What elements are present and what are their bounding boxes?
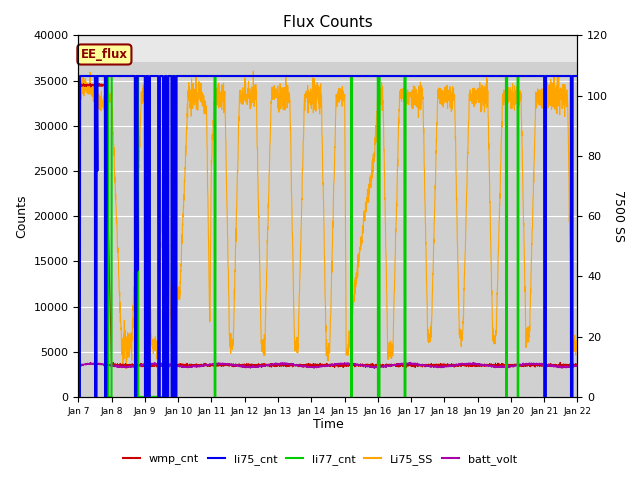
batt_volt — [511, 363, 518, 369]
li75_cnt — [76, 73, 84, 79]
Line: batt_volt: batt_volt — [79, 362, 577, 368]
li75_cnt — [132, 394, 140, 400]
wmp_cnt — [161, 363, 169, 369]
wmp_cnt — [564, 362, 572, 368]
X-axis label: Time: Time — [312, 419, 343, 432]
Line: li77_cnt: li77_cnt — [79, 76, 577, 397]
Line: Li75_SS: Li75_SS — [79, 71, 577, 368]
li77_cnt — [132, 73, 140, 79]
batt_volt — [573, 363, 581, 369]
wmp_cnt — [75, 82, 83, 87]
li77_cnt — [266, 73, 274, 79]
batt_volt — [564, 364, 572, 370]
Li75_SS — [75, 84, 83, 89]
Li75_SS — [573, 338, 581, 344]
li75_cnt — [266, 73, 274, 79]
Li75_SS — [266, 141, 274, 146]
batt_volt — [407, 360, 415, 365]
Legend: wmp_cnt, li75_cnt, li77_cnt, Li75_SS, batt_volt: wmp_cnt, li75_cnt, li77_cnt, Li75_SS, ba… — [119, 450, 521, 469]
Li75_SS — [122, 365, 130, 371]
wmp_cnt — [93, 80, 101, 86]
li77_cnt — [564, 73, 572, 79]
wmp_cnt — [118, 365, 126, 371]
Y-axis label: 7500 SS: 7500 SS — [612, 190, 625, 242]
li75_cnt — [161, 73, 169, 79]
li75_cnt — [573, 73, 581, 79]
Text: EE_flux: EE_flux — [81, 48, 128, 61]
li77_cnt — [161, 394, 169, 400]
li75_cnt — [564, 73, 572, 79]
Li75_SS — [564, 114, 572, 120]
batt_volt — [75, 363, 83, 369]
Li75_SS — [132, 252, 140, 257]
li75_cnt — [510, 73, 518, 79]
wmp_cnt — [132, 363, 140, 369]
Li75_SS — [161, 97, 169, 103]
li75_cnt — [75, 394, 83, 400]
batt_volt — [371, 365, 378, 371]
Line: li75_cnt: li75_cnt — [79, 76, 577, 397]
batt_volt — [287, 360, 295, 366]
Li75_SS — [511, 94, 518, 99]
Title: Flux Counts: Flux Counts — [283, 15, 373, 30]
Line: wmp_cnt: wmp_cnt — [79, 83, 577, 368]
batt_volt — [131, 364, 139, 370]
li77_cnt — [510, 73, 518, 79]
wmp_cnt — [266, 363, 274, 369]
Y-axis label: Counts: Counts — [15, 194, 28, 238]
Bar — [79, 36, 577, 62]
li77_cnt — [76, 73, 84, 79]
Li75_SS — [288, 198, 296, 204]
li75_cnt — [288, 73, 296, 79]
wmp_cnt — [511, 361, 518, 367]
li77_cnt — [288, 73, 296, 79]
batt_volt — [161, 361, 169, 367]
li77_cnt — [573, 73, 581, 79]
Li75_SS — [250, 68, 257, 74]
wmp_cnt — [573, 362, 581, 368]
batt_volt — [266, 362, 274, 368]
wmp_cnt — [288, 362, 296, 368]
li77_cnt — [75, 394, 83, 400]
